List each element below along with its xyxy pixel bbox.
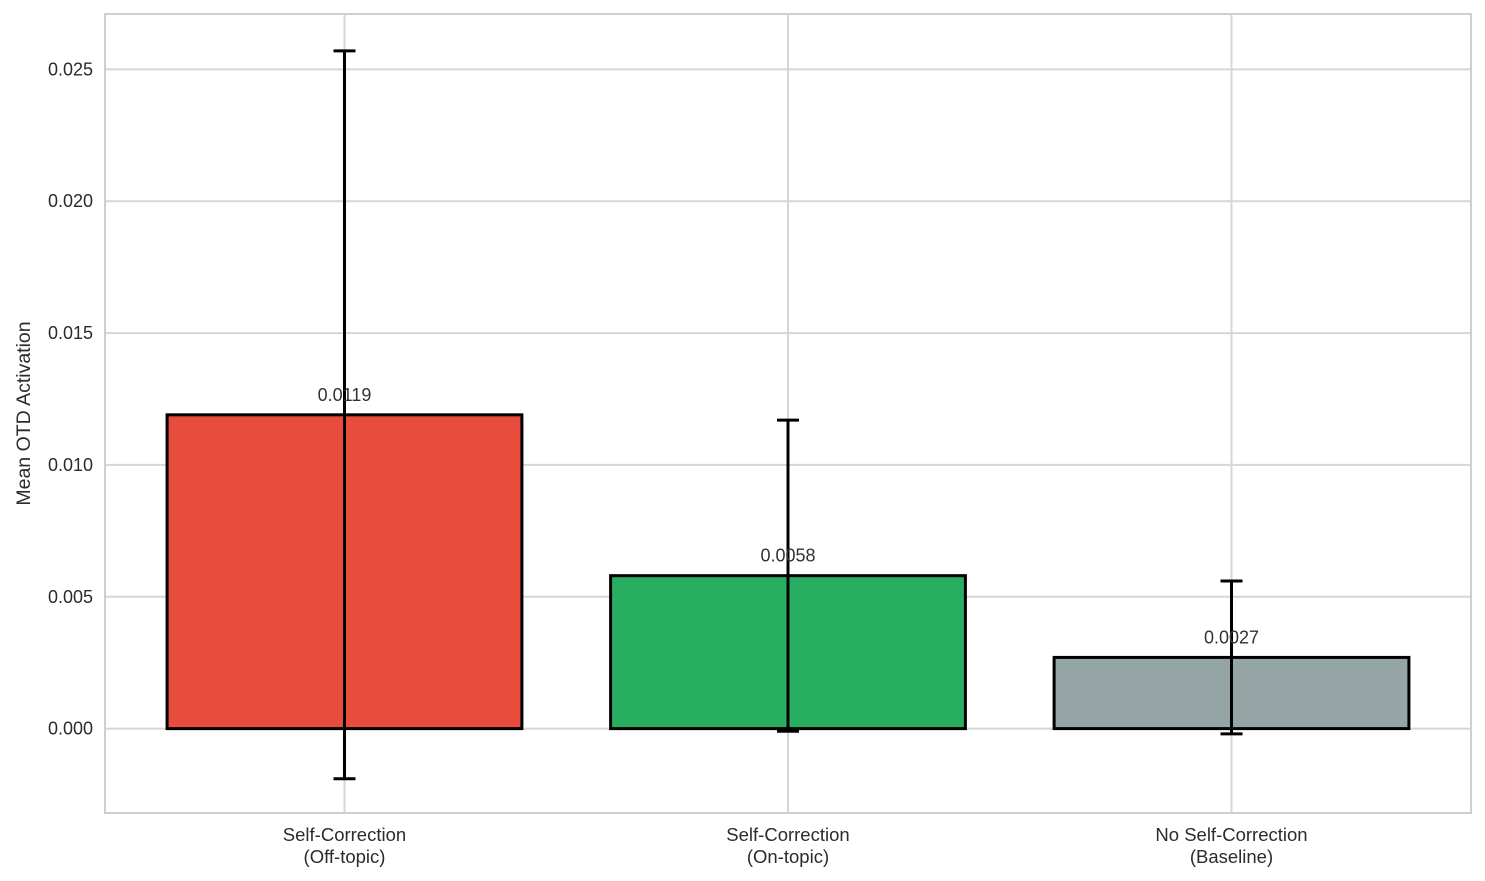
x-tick-label: Self-Correction (On-topic) bbox=[726, 824, 849, 867]
bar-value-label: 0.0119 bbox=[318, 385, 372, 405]
x-tick-label: Self-Correction (Off-topic) bbox=[283, 824, 406, 867]
x-tick-label: No Self-Correction (Baseline) bbox=[1155, 824, 1307, 867]
y-tick-label: 0.025 bbox=[48, 59, 93, 79]
y-tick-label: 0.010 bbox=[48, 455, 93, 475]
bar-value-label: 0.0058 bbox=[760, 546, 815, 566]
y-tick-label: 0.005 bbox=[48, 587, 93, 607]
y-tick-label: 0.000 bbox=[48, 719, 93, 739]
bar-value-label: 0.0027 bbox=[1204, 627, 1259, 647]
y-axis-label: Mean OTD Activation bbox=[13, 321, 35, 505]
y-tick-label: 0.020 bbox=[48, 191, 93, 211]
y-tick-label: 0.015 bbox=[48, 323, 93, 343]
plot-border bbox=[104, 13, 1472, 814]
